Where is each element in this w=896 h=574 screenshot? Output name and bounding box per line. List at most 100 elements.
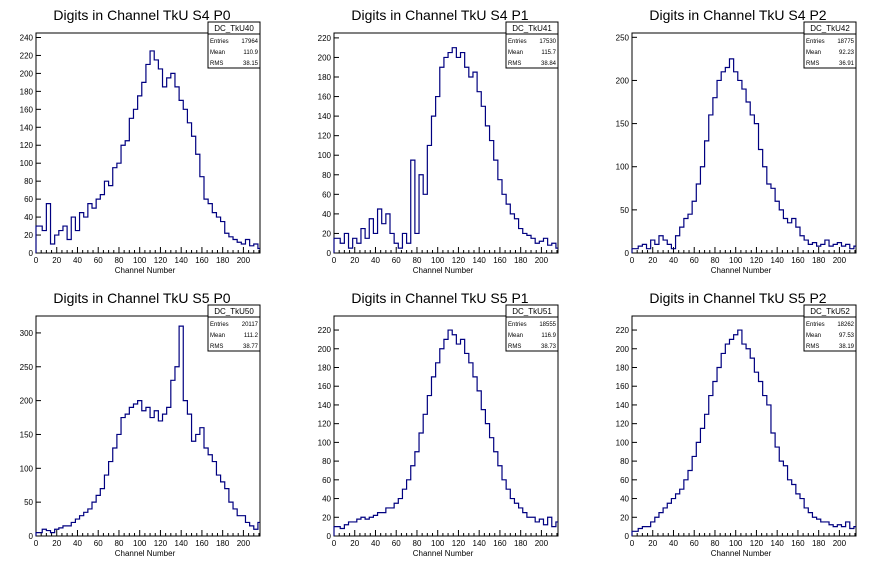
y-tick-label: 200 xyxy=(20,69,34,78)
plot-frame xyxy=(35,315,261,537)
x-tick-label: 40 xyxy=(371,256,380,265)
stats-box-title: DC_TkU42 xyxy=(810,24,850,33)
y-tick-label: 200 xyxy=(318,53,332,62)
histogram-panel-4: Digits in Channel TkU S5 P00501001502002… xyxy=(20,290,261,558)
y-tick-label: 180 xyxy=(318,73,332,82)
y-tick-label: 300 xyxy=(20,329,34,338)
stats-box xyxy=(207,304,261,352)
histogram-series xyxy=(333,47,558,253)
stats-value: 38.15 xyxy=(243,61,259,67)
x-tick-label: 160 xyxy=(195,539,209,548)
stats-value: 20117 xyxy=(242,322,259,328)
x-tick-label: 120 xyxy=(750,539,764,548)
x-tick-label: 120 xyxy=(452,256,466,265)
x-axis-label: Channel Number xyxy=(711,549,772,558)
stats-value: 116.9 xyxy=(541,333,556,339)
y-tick-label: 180 xyxy=(318,363,332,372)
y-tick-label: 140 xyxy=(318,112,332,121)
y-tick-label: 250 xyxy=(20,363,34,372)
stats-label: Mean xyxy=(508,50,523,56)
x-tick-label: 60 xyxy=(690,539,699,548)
y-tick-label: 0 xyxy=(29,532,34,541)
stats-value: 38.77 xyxy=(243,344,259,350)
y-tick-label: 200 xyxy=(616,76,630,85)
stats-value: 97.53 xyxy=(839,333,855,339)
y-tick-label: 140 xyxy=(616,401,630,410)
x-tick-label: 80 xyxy=(413,256,422,265)
y-tick-label: 80 xyxy=(322,457,331,466)
y-tick-label: 120 xyxy=(318,132,332,141)
stats-label: RMS xyxy=(210,61,223,67)
y-tick-label: 0 xyxy=(327,532,332,541)
y-tick-label: 60 xyxy=(24,195,33,204)
histogram-panel-5: Digits in Channel TkU S5 P1 0 20 40 60 80 100 1… xyxy=(318,290,559,558)
histogram-series xyxy=(35,50,260,253)
y-tick-label: 100 xyxy=(616,163,630,172)
x-tick-label: 100 xyxy=(729,539,743,548)
stats-label: Mean xyxy=(806,333,821,339)
histogram-series xyxy=(631,329,856,536)
stats-box xyxy=(803,304,857,352)
x-tick-label: 0 xyxy=(34,256,39,265)
stats-box xyxy=(505,304,559,352)
histogram-panel-6: Digits in Channel TkU S5 P2 0 20 40 60 80 100 1… xyxy=(616,290,857,558)
x-tick-label: 40 xyxy=(669,539,678,548)
stats-box-title: DC_TkU40 xyxy=(214,24,254,33)
x-tick-label: 80 xyxy=(115,539,124,548)
y-tick-label: 50 xyxy=(24,498,33,507)
stats-label: Entries xyxy=(508,322,527,328)
x-tick-label: 200 xyxy=(237,256,251,265)
x-tick-label: 180 xyxy=(216,539,230,548)
stats-value: 36.91 xyxy=(839,61,855,67)
x-tick-label: 0 xyxy=(332,539,337,548)
stats-label: Entries xyxy=(210,39,229,45)
x-tick-label: 140 xyxy=(771,256,785,265)
y-tick-label: 160 xyxy=(20,105,34,114)
stats-value: 17530 xyxy=(539,39,556,45)
stats-label: Entries xyxy=(210,322,229,328)
stats-value: 110.9 xyxy=(243,50,258,56)
y-tick-label: 160 xyxy=(318,382,332,391)
x-tick-label: 120 xyxy=(452,539,466,548)
stats-label: Mean xyxy=(508,333,523,339)
plot-frame xyxy=(333,315,559,537)
stats-label: RMS xyxy=(210,344,223,350)
plot-frame xyxy=(35,32,261,254)
y-tick-label: 120 xyxy=(20,141,34,150)
x-tick-label: 200 xyxy=(535,256,549,265)
stats-box xyxy=(207,21,261,69)
stats-label: RMS xyxy=(806,61,819,67)
y-tick-label: 100 xyxy=(20,464,34,473)
x-tick-label: 120 xyxy=(154,539,168,548)
y-tick-label: 240 xyxy=(20,33,34,42)
x-tick-label: 180 xyxy=(216,256,230,265)
y-tick-label: 40 xyxy=(620,495,629,504)
x-tick-label: 100 xyxy=(431,256,445,265)
x-tick-label: 180 xyxy=(514,539,528,548)
histogram-series xyxy=(631,58,856,253)
y-tick-label: 140 xyxy=(318,401,332,410)
y-tick-label: 60 xyxy=(322,476,331,485)
x-tick-label: 40 xyxy=(73,539,82,548)
stats-value: 111.2 xyxy=(244,333,259,339)
x-tick-label: 0 xyxy=(630,256,635,265)
x-tick-label: 20 xyxy=(648,539,657,548)
stats-label: Entries xyxy=(806,322,825,328)
y-tick-label: 150 xyxy=(20,430,34,439)
chart-title: Digits in Channel TkU S4 P0 xyxy=(53,7,230,23)
stats-label: Mean xyxy=(210,333,225,339)
y-tick-label: 180 xyxy=(616,363,630,372)
stats-label: Entries xyxy=(508,39,527,45)
histogram-series xyxy=(35,325,260,536)
stats-box-title: DC_TkU51 xyxy=(512,307,552,316)
stats-box xyxy=(505,21,559,69)
histogram-panel-2: Digits in Channel TkU S4 P1 0 20 40 60 80 100 1… xyxy=(318,7,559,275)
x-axis-label: Channel Number xyxy=(115,266,176,275)
y-tick-label: 80 xyxy=(322,171,331,180)
plot-frame xyxy=(333,32,559,254)
y-tick-label: 50 xyxy=(620,206,629,215)
x-tick-label: 20 xyxy=(350,256,359,265)
x-tick-label: 80 xyxy=(711,539,720,548)
y-tick-label: 250 xyxy=(616,33,630,42)
x-tick-label: 80 xyxy=(711,256,720,265)
